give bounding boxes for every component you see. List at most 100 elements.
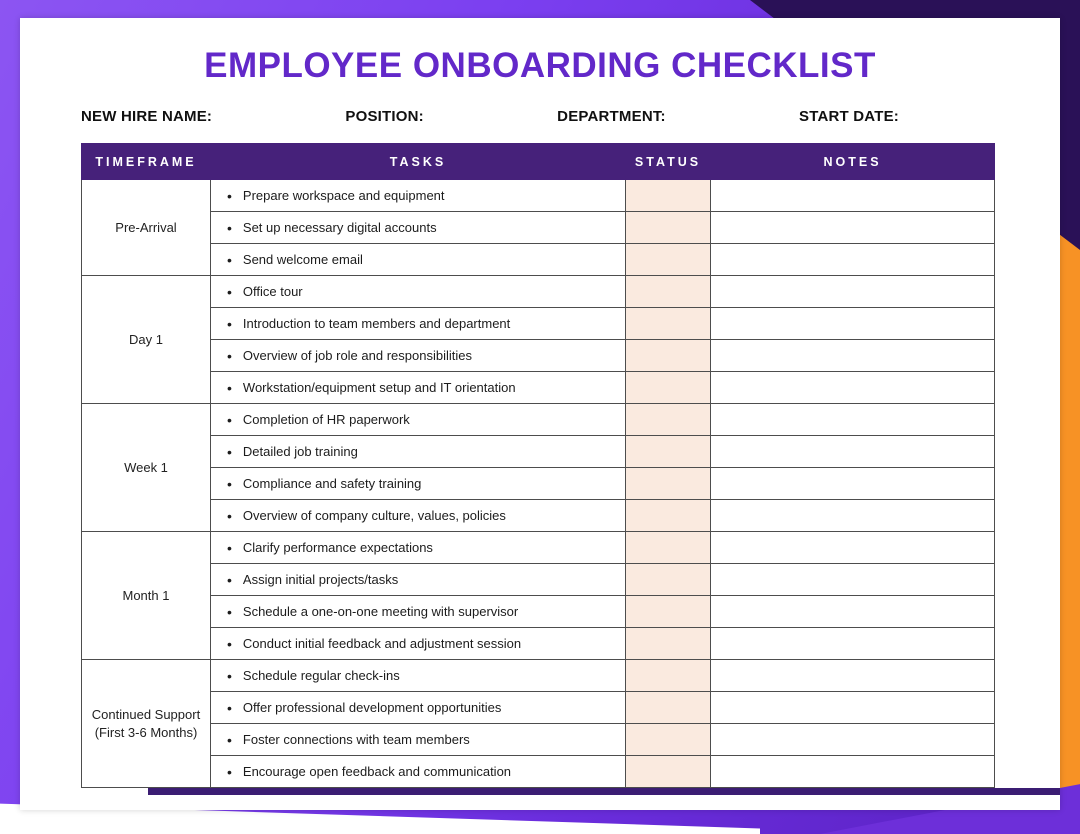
table-row: Week 1 • Completion of HR paperwork <box>81 403 995 532</box>
table-row: Continued Support (First 3-6 Months) • Sch… <box>81 659 995 788</box>
table-bottom-accent-bar <box>148 788 1060 795</box>
field-department: DEPARTMENT: <box>557 108 666 125</box>
status-cell[interactable] <box>625 243 711 276</box>
timeframe-cell: Week 1 <box>81 403 211 532</box>
bullet-icon: • <box>227 507 232 524</box>
task-label: Introduction to team members and departm… <box>242 316 511 331</box>
notes-cell[interactable] <box>710 435 995 468</box>
status-cell[interactable] <box>625 531 711 564</box>
bullet-icon: • <box>227 475 232 492</box>
notes-cell[interactable] <box>710 467 995 500</box>
table-row: • Detailed job training <box>82 435 995 468</box>
notes-cell[interactable] <box>710 563 995 596</box>
table-row: • Schedule a one-on-one meeting with supe… <box>82 595 995 628</box>
notes-cell[interactable] <box>710 723 995 756</box>
bullet-icon: • <box>227 635 232 652</box>
bullet-icon: • <box>227 251 232 268</box>
notes-cell[interactable] <box>710 627 995 660</box>
status-cell[interactable] <box>625 435 711 468</box>
task-label: Overview of company culture, values, pol… <box>242 508 506 523</box>
notes-cell[interactable] <box>710 659 995 692</box>
column-header-timeframe: TIMEFRAME <box>81 143 211 180</box>
column-header-status: STATUS <box>625 143 711 180</box>
column-header-tasks: TASKS <box>210 143 626 180</box>
notes-cell[interactable] <box>710 403 995 436</box>
task-cell: • Workstation/equipment setup and IT orie… <box>210 371 626 404</box>
timeframe-cell: Day 1 <box>81 275 211 404</box>
status-cell[interactable] <box>625 403 711 436</box>
task-label: Office tour <box>242 284 303 299</box>
bullet-icon: • <box>227 315 232 332</box>
status-cell[interactable] <box>625 211 711 244</box>
status-cell[interactable] <box>625 179 711 212</box>
timeframe-cell: Pre-Arrival <box>81 179 211 276</box>
bullet-icon: • <box>227 347 232 364</box>
notes-cell[interactable] <box>710 243 995 276</box>
task-label: Prepare workspace and equipment <box>242 188 445 203</box>
notes-cell[interactable] <box>710 499 995 532</box>
bullet-icon: • <box>227 283 232 300</box>
status-cell[interactable] <box>625 595 711 628</box>
table-row: • Compliance and safety training <box>82 467 995 500</box>
notes-cell[interactable] <box>710 755 995 788</box>
status-cell[interactable] <box>625 755 711 788</box>
status-cell[interactable] <box>625 307 711 340</box>
notes-cell[interactable] <box>710 691 995 724</box>
status-cell[interactable] <box>625 627 711 660</box>
bullet-icon: • <box>227 603 232 620</box>
status-cell[interactable] <box>625 467 711 500</box>
status-cell[interactable] <box>625 723 711 756</box>
task-cell: • Send welcome email <box>210 243 626 276</box>
checklist-body: Pre-Arrival • Prepare workspace and equipm… <box>81 179 995 788</box>
task-label: Overview of job role and responsibilitie… <box>242 348 472 363</box>
task-cell: • Compliance and safety training <box>210 467 626 500</box>
notes-cell[interactable] <box>710 211 995 244</box>
table-container: TIMEFRAME TASKS STATUS NOTES Pre-Arrival… <box>81 143 1060 795</box>
task-cell: • Prepare workspace and equipment <box>210 179 626 212</box>
status-cell[interactable] <box>625 659 711 692</box>
task-label: Completion of HR paperwork <box>242 412 410 427</box>
notes-cell[interactable] <box>710 371 995 404</box>
table-header-row: TIMEFRAME TASKS STATUS NOTES <box>81 143 995 180</box>
bullet-icon: • <box>227 667 232 684</box>
table-row: • Overview of job role and responsibiliti… <box>82 339 995 372</box>
status-cell[interactable] <box>625 499 711 532</box>
table-row: • Send welcome email <box>82 243 995 276</box>
task-cell: • Overview of company culture, values, po… <box>210 499 626 532</box>
bullet-icon: • <box>227 731 232 748</box>
notes-cell[interactable] <box>710 307 995 340</box>
notes-cell[interactable] <box>710 339 995 372</box>
field-new-hire-name: NEW HIRE NAME: <box>81 108 213 125</box>
onboarding-table: TIMEFRAME TASKS STATUS NOTES Pre-Arrival… <box>81 143 995 788</box>
table-row: • Set up necessary digital accounts <box>82 211 995 244</box>
status-cell[interactable] <box>625 339 711 372</box>
task-label: Workstation/equipment setup and IT orien… <box>242 380 516 395</box>
column-header-notes: NOTES <box>710 143 995 180</box>
status-cell[interactable] <box>625 371 711 404</box>
task-label: Encourage open feedback and communicatio… <box>242 764 512 779</box>
table-row: • Introduction to team members and depart… <box>82 307 995 340</box>
table-row: Pre-Arrival • Prepare workspace and equipm… <box>81 179 995 276</box>
notes-cell[interactable] <box>710 179 995 212</box>
table-row: • Encourage open feedback and communicati… <box>82 755 995 788</box>
task-cell: • Completion of HR paperwork <box>210 403 626 436</box>
bullet-icon: • <box>227 379 232 396</box>
status-cell[interactable] <box>625 691 711 724</box>
table-row: • Assign initial projects/tasks <box>82 563 995 596</box>
task-cell: • Introduction to team members and depart… <box>210 307 626 340</box>
notes-cell[interactable] <box>710 275 995 308</box>
bullet-icon: • <box>227 539 232 556</box>
status-cell[interactable] <box>625 275 711 308</box>
notes-cell[interactable] <box>710 531 995 564</box>
checklist-sheet: EMPLOYEE ONBOARDING CHECKLIST NEW HIRE N… <box>20 18 1060 810</box>
task-label: Foster connections with team members <box>242 732 470 747</box>
status-cell[interactable] <box>625 563 711 596</box>
task-cell: • Schedule a one-on-one meeting with supe… <box>210 595 626 628</box>
notes-cell[interactable] <box>710 595 995 628</box>
task-label: Set up necessary digital accounts <box>242 220 437 235</box>
timeframe-cell: Continued Support (First 3-6 Months) <box>81 659 211 788</box>
table-row: • Conduct initial feedback and adjustment… <box>82 627 995 660</box>
task-cell: • Overview of job role and responsibiliti… <box>210 339 626 372</box>
task-label: Schedule a one-on-one meeting with super… <box>242 604 519 619</box>
bullet-icon: • <box>227 763 232 780</box>
